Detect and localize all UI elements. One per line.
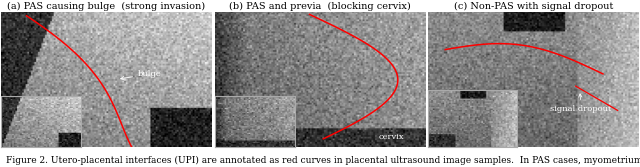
- Text: bulge: bulge: [120, 70, 162, 80]
- Title: (b) PAS and previa  (blocking cervix): (b) PAS and previa (blocking cervix): [229, 2, 411, 11]
- Text: signal dropout: signal dropout: [550, 94, 612, 113]
- Title: (a) PAS causing bulge  (strong invasion): (a) PAS causing bulge (strong invasion): [8, 2, 205, 11]
- Text: cervix: cervix: [379, 133, 404, 141]
- Text: Figure 2. Utero-placental interfaces (UPI) are annotated as red curves in placen: Figure 2. Utero-placental interfaces (UP…: [6, 156, 640, 165]
- Title: (c) Non-PAS with signal dropout: (c) Non-PAS with signal dropout: [454, 2, 613, 11]
